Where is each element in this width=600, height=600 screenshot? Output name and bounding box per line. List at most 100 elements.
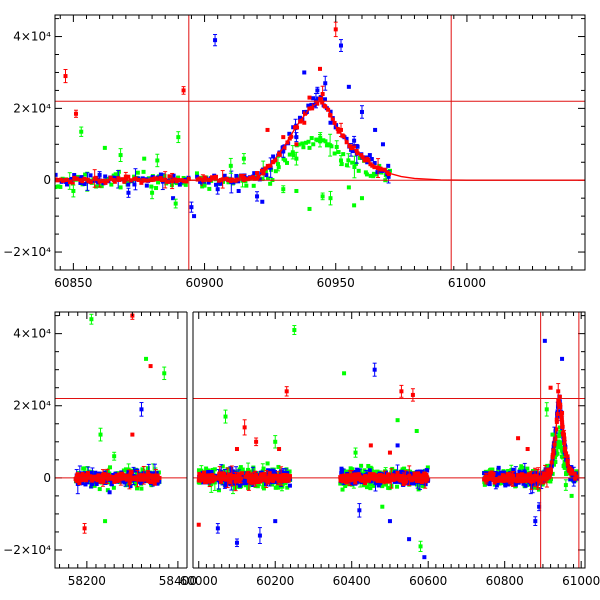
data-point-blue [137, 479, 142, 484]
data-point-red [374, 476, 379, 481]
data-point-green [150, 190, 155, 195]
data-point-blue [206, 470, 211, 475]
data-point-green [246, 485, 251, 490]
data-point-green [216, 488, 221, 493]
data-point-red [548, 470, 553, 475]
data-point-red [488, 471, 493, 476]
data-point-blue [237, 483, 242, 488]
data-point-red [118, 476, 123, 481]
data-point-red [126, 174, 131, 179]
data-point-red [387, 476, 392, 481]
data-point-red [122, 179, 127, 184]
data-point-red [154, 176, 159, 181]
data-point-blue [297, 115, 302, 120]
data-point-red [511, 473, 516, 478]
data-point-red [529, 479, 534, 484]
data-point-green [562, 459, 567, 464]
data-point-red [379, 479, 384, 484]
data-point-red [358, 476, 363, 481]
data-point-green [251, 183, 256, 188]
data-point-red [515, 479, 520, 484]
data-point-green [134, 472, 139, 477]
data-point-green [558, 429, 563, 434]
data-point-blue [189, 205, 194, 210]
data-point-red [407, 473, 412, 478]
data-point-red [569, 471, 574, 476]
data-point-red [170, 179, 175, 184]
data-point-green [121, 468, 126, 473]
data-point-blue [155, 481, 160, 486]
data-point-green [268, 181, 273, 186]
plot-area [55, 21, 585, 219]
data-point-blue [315, 88, 320, 93]
data-point-red [365, 478, 370, 483]
data-point-red [155, 478, 160, 483]
data-point-green [336, 150, 341, 155]
data-point-blue [407, 537, 412, 542]
data-point-red [123, 174, 128, 179]
data-point-green [162, 371, 167, 376]
data-point-green [367, 466, 372, 471]
data-point-red [336, 129, 341, 134]
data-point-blue [357, 508, 362, 513]
data-point-green [212, 467, 217, 472]
data-point-red [237, 479, 242, 484]
data-point-green [116, 169, 121, 174]
data-point-green [260, 177, 265, 182]
data-point-blue [513, 473, 518, 478]
plot-frame [54, 311, 586, 569]
data-point-red [489, 474, 494, 479]
data-point-red [483, 475, 488, 480]
data-point-green [368, 482, 373, 487]
data-point-green [118, 185, 123, 190]
data-point-green [338, 158, 343, 163]
data-point-green [106, 480, 111, 485]
data-point-red [212, 474, 217, 479]
data-point-green [372, 483, 377, 488]
data-point-green [263, 169, 268, 174]
data-point-blue [111, 472, 116, 477]
data-point-green [553, 455, 558, 460]
data-point-green [372, 469, 377, 474]
data-point-green [353, 161, 358, 166]
y-tick-label: −2×10⁴ [3, 543, 51, 557]
data-point-red [202, 175, 207, 180]
data-point-red [112, 479, 117, 484]
data-point-red [347, 144, 352, 149]
data-point-blue [409, 471, 414, 476]
data-point-green [325, 142, 330, 147]
data-point-red [273, 158, 278, 163]
data-point-red [82, 473, 87, 478]
data-point-red [370, 163, 375, 168]
data-point-red [398, 478, 403, 483]
data-point-blue [228, 482, 233, 487]
data-point-red [247, 479, 252, 484]
data-point-red [133, 176, 138, 181]
data-point-red [362, 158, 367, 163]
data-point-blue [80, 481, 85, 486]
data-point-green [418, 544, 423, 549]
data-point-red [90, 478, 95, 483]
data-point-red [210, 175, 215, 180]
data-point-red [282, 477, 287, 482]
data-point-red [152, 481, 157, 486]
data-point-blue [241, 477, 246, 482]
data-point-green [126, 180, 131, 185]
model-curve [55, 100, 585, 181]
data-point-red [310, 106, 315, 111]
data-point-red [150, 177, 155, 182]
data-point-red [419, 479, 424, 484]
data-point-red [88, 180, 93, 185]
data-point-red [556, 389, 561, 394]
data-point-red [320, 92, 325, 97]
data-point-red [265, 127, 270, 132]
data-point-red [307, 95, 312, 100]
data-point-red [148, 364, 153, 369]
x-tick-label: 58200 [68, 574, 106, 588]
data-point-blue [394, 479, 399, 484]
data-point-green [380, 504, 385, 509]
data-point-green [261, 466, 266, 471]
data-point-red [508, 476, 513, 481]
data-point-red [124, 177, 129, 182]
data-point-blue [375, 481, 380, 486]
